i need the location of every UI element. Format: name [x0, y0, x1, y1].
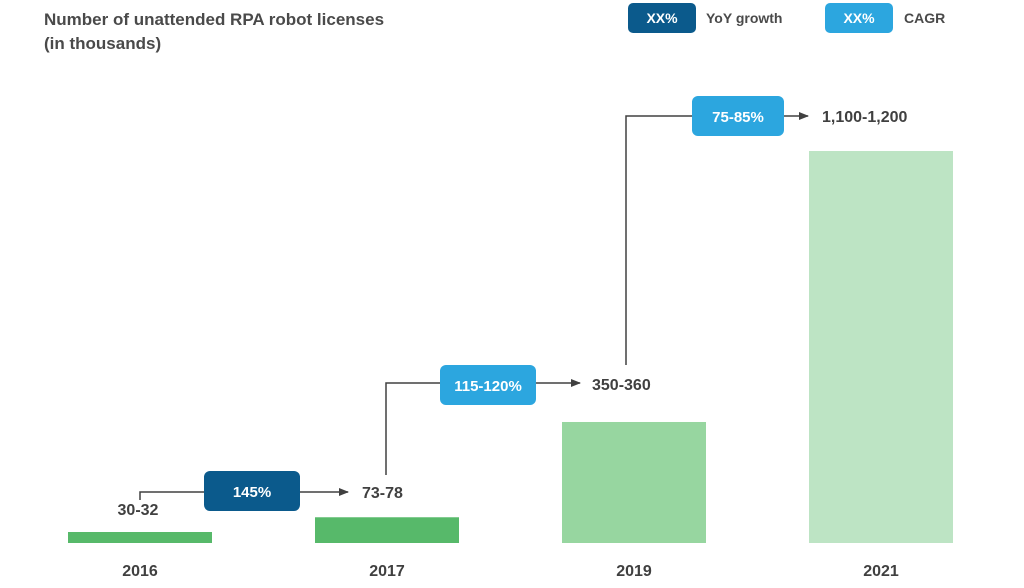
chart-title-line2: (in thousands) [44, 34, 162, 53]
legend-badge-cagr: XX% [825, 3, 893, 33]
value-label-2016: 30-32 [118, 502, 159, 519]
growth-label-2019-2021: 75-85% [712, 109, 764, 126]
bar-2016 [68, 532, 212, 543]
growth-arrow-2019-2021 [625, 112, 809, 365]
category-label-2016: 2016 [122, 563, 158, 580]
category-label-2019: 2019 [616, 563, 652, 580]
legend-badge-yoy: XX% [628, 3, 696, 33]
bar-2021 [809, 151, 953, 543]
chart-title: Number of unattended RPA robot licenses … [44, 8, 464, 56]
value-label-2021: 1,100-1,200 [822, 109, 908, 126]
bar-2017 [315, 517, 459, 543]
growth-label-2017-2019: 115-120% [454, 378, 522, 395]
chart-title-line1: Number of unattended RPA robot licenses [44, 10, 385, 29]
legend-label-yoy: YoY growth [706, 10, 783, 26]
growth-label-2016-2017: 145% [233, 484, 271, 501]
bar-2019 [562, 421, 706, 543]
category-label-2021: 2021 [863, 563, 899, 580]
legend-label-cagr: CAGR [904, 10, 946, 26]
growth-badge-2017-2019 [440, 365, 536, 405]
category-label-2017: 2017 [369, 563, 405, 580]
value-label-2019: 350-360 [592, 377, 651, 394]
growth-badge-2019-2021 [692, 96, 784, 136]
value-label-2017: 73-78 [362, 485, 403, 502]
growth-badge-2016-2017 [204, 471, 300, 511]
